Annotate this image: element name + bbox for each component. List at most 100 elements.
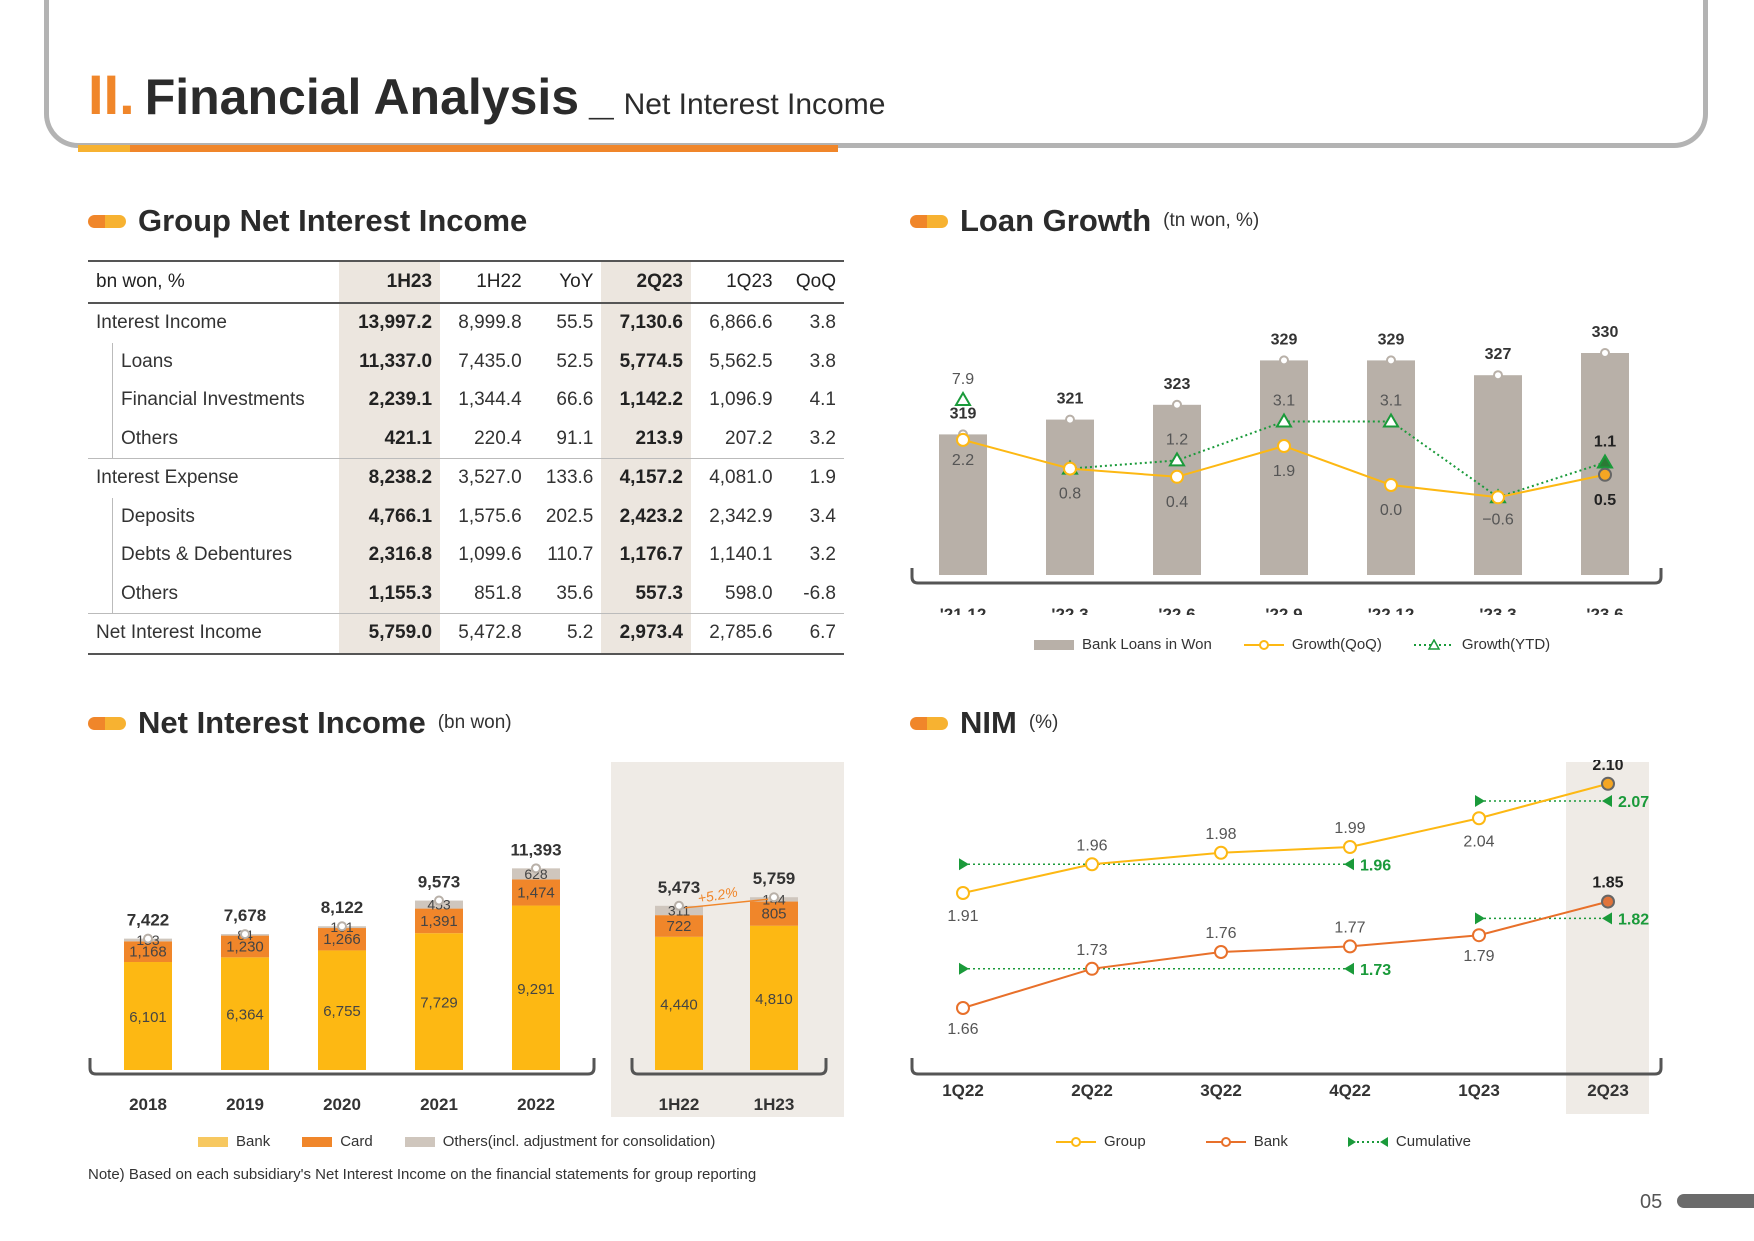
table-cell: 5,774.5 — [601, 342, 691, 381]
table-column-header: 1H23 — [338, 260, 441, 304]
total-marker — [143, 933, 153, 944]
card-value-label: 722 — [666, 918, 691, 935]
footnote: Note) Based on each subsidiary's Net Int… — [88, 1166, 757, 1183]
cumulative-arrow — [959, 858, 969, 871]
ytd-growth-point — [1275, 412, 1293, 428]
group-nii-table: bn won, % 1H23 1H22 YoY 2Q23 1Q23 QoQ Interest… — [88, 260, 844, 655]
table-cell: 6,866.6 — [709, 312, 773, 334]
table-cell: 4.1 — [809, 389, 836, 411]
bank-value-label: 6,101 — [129, 1009, 167, 1026]
table-cell: 2,316.8 — [338, 536, 441, 575]
ytd-growth-point — [1382, 412, 1400, 428]
bank-nim-line — [962, 900, 1609, 1009]
loan-bar-marker — [1600, 348, 1610, 358]
cumulative-arrow — [1344, 858, 1354, 871]
legend-item: Bank Loans in Won — [1034, 636, 1212, 653]
group-nim-point — [1214, 845, 1228, 860]
legend-item: Bank — [198, 1133, 270, 1150]
group-cumulative-label: 1.96 — [1360, 857, 1391, 874]
table-cell: 213.9 — [601, 419, 691, 459]
loan-bar-marker — [1065, 414, 1075, 425]
x-tick-label: 1Q23 — [1458, 1081, 1500, 1100]
loan-bar-label: 329 — [1271, 331, 1298, 348]
loan-bar — [1153, 404, 1201, 575]
card-segment — [415, 908, 463, 934]
group-nim-point — [1601, 776, 1615, 791]
legend-label: Card — [340, 1133, 373, 1150]
card-value-label: 1,391 — [420, 913, 458, 930]
bank-segment — [124, 962, 172, 1070]
table-cell: 1,099.6 — [458, 544, 522, 566]
loan-bar — [1474, 375, 1522, 575]
qoq-growth-label: 2.2 — [952, 452, 974, 469]
table-cell: 7,130.6 — [601, 303, 691, 343]
bullet-pill — [910, 214, 948, 228]
table-cell: 207.2 — [690, 419, 781, 459]
table-cell: 1.9 — [809, 467, 836, 489]
ytd-growth-label: 1.1 — [1594, 433, 1616, 450]
legend-label: Bank Loans in Won — [1082, 636, 1212, 653]
table-cell: 55.5 — [556, 312, 594, 334]
loan-bar-label: 323 — [1164, 376, 1191, 393]
bank-segment — [415, 933, 463, 1070]
nim-chart: 1.96 2.07 1.73 1.82 1.91 1.96 1.98 1.99 2.04 2.10… — [900, 757, 1680, 1125]
bank-segment — [750, 925, 798, 1070]
loan-bar — [1046, 419, 1094, 575]
table-cell: 1,140.1 — [709, 544, 773, 566]
total-marker — [240, 929, 250, 940]
loan-bar-marker — [1386, 355, 1396, 366]
loan-bar-label: 321 — [1057, 391, 1084, 408]
table-column-header: 1H22 — [440, 260, 530, 304]
table-row: Others 421.1 220.4 91.1 213.9 207.2 3.2 — [88, 419, 844, 459]
bullet-pill — [910, 716, 948, 730]
table-cell: 110.7 — [547, 544, 594, 566]
bank-nim-point — [1601, 894, 1615, 909]
x-tick-label: 4Q22 — [1329, 1081, 1371, 1100]
half-year-panel — [611, 762, 844, 1117]
x-tick-label: 2022 — [517, 1095, 555, 1114]
cumulative-arrow — [1602, 795, 1612, 807]
ytd-growth-line — [1069, 420, 1606, 499]
qoq-growth-label: 0.8 — [1059, 486, 1081, 503]
x-axis-line-annual — [88, 1058, 596, 1076]
card-value-label: 1,266 — [323, 931, 361, 948]
table-cell: 7,435.0 — [458, 350, 522, 372]
legend-line-swatch — [1347, 1136, 1388, 1147]
table-cell: 35.6 — [529, 574, 602, 614]
table-cell: 220.4 — [440, 419, 530, 459]
x-tick-label: 2021 — [420, 1095, 458, 1114]
header-accent-bar-start — [78, 145, 130, 152]
card-segment — [221, 935, 269, 958]
page-title: II. Financial Analysis _ Net Interest In… — [88, 62, 885, 127]
table-cell: 2,239.1 — [338, 381, 441, 420]
table-cell: 1,096.9 — [709, 389, 773, 411]
bank-value-label: 4,440 — [660, 996, 698, 1013]
table-cell: 2,785.6 — [690, 613, 781, 655]
legend-item: Others(incl. adjustment for consolidatio… — [404, 1133, 715, 1150]
row-label: Financial Investments — [111, 381, 339, 420]
x-tick-label: 2020 — [323, 1095, 361, 1114]
group-nim-label: 1.99 — [1334, 820, 1365, 837]
table-cell: 3.8 — [809, 312, 836, 334]
loan-growth-unit: (tn won, %) — [1163, 210, 1260, 231]
nim-unit: (%) — [1028, 712, 1059, 733]
table-cell: 4,766.1 — [338, 497, 441, 536]
loan-bar-label: 330 — [1592, 324, 1619, 341]
legend-label: Bank — [1253, 1133, 1288, 1150]
legend-line-swatch — [1413, 638, 1454, 650]
table-cell: 2,423.2 — [601, 497, 691, 536]
total-marker — [769, 892, 779, 903]
x-tick-label: '23.3 — [1479, 605, 1516, 615]
table-cell: 598.0 — [690, 574, 781, 614]
table-cell: 202.5 — [545, 505, 594, 527]
x-axis-line-half — [630, 1058, 828, 1076]
legend-swatch — [404, 1136, 435, 1147]
legend-item: Group — [1056, 1133, 1146, 1150]
nim-legend: Group Bank Cumulative — [1056, 1133, 1493, 1150]
section-number: II. — [88, 63, 135, 126]
latest-quarter-panel — [1566, 762, 1649, 1114]
table-column-header: 1Q23 — [690, 260, 781, 304]
qoq-growth-point — [1277, 439, 1291, 454]
table-row: Loans 11,337.0 7,435.0 52.5 5,774.5 5,562.5 3.… — [88, 342, 844, 381]
bank-nim-label: 1.66 — [947, 1021, 978, 1038]
